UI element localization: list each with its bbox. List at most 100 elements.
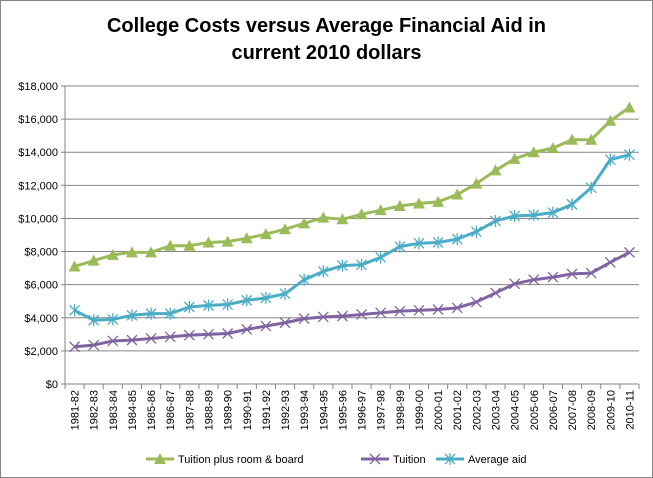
data-point [241, 294, 253, 307]
data-point [317, 211, 330, 223]
data-point [107, 335, 119, 347]
data-point [470, 296, 482, 308]
x-tick-label: 2001-02 [452, 390, 464, 430]
legend-item: Tuition [361, 453, 426, 466]
data-point [604, 153, 616, 166]
data-point [527, 146, 540, 158]
x-tick-label: 1988-89 [204, 390, 216, 430]
x-tick-label: 2008-09 [586, 390, 598, 430]
x-tick-label: 2003-04 [491, 390, 503, 430]
data-point [88, 314, 100, 327]
data-point [375, 251, 387, 264]
chart-title: College Costs versus Average Financial A… [1, 13, 652, 67]
y-tick-label: $0 [46, 379, 58, 391]
data-point [164, 331, 176, 343]
series-tuition-plus-room-board [68, 101, 636, 272]
y-tick-label: $2,000 [24, 346, 58, 358]
data-point [393, 200, 406, 212]
data-point [336, 259, 348, 272]
y-tick-label: $4,000 [24, 313, 58, 325]
data-point [490, 287, 501, 299]
data-point [412, 197, 425, 209]
data-point [509, 209, 521, 222]
legend-label: Tuition plus room & board [178, 454, 304, 466]
x-tick-label: 2007-08 [567, 390, 579, 430]
data-point [528, 274, 540, 286]
x-tick-label: 2009-10 [605, 390, 617, 430]
data-point [222, 328, 234, 339]
data-point [317, 265, 329, 278]
data-point [432, 195, 445, 207]
data-point [623, 101, 636, 113]
y-tick-label: $16,000 [18, 114, 58, 126]
x-tick-label: 2002-03 [471, 390, 483, 430]
data-point [183, 329, 195, 341]
y-tick-label: $14,000 [18, 147, 58, 159]
data-point [546, 142, 559, 154]
data-point [375, 307, 387, 319]
data-point [125, 246, 138, 258]
data-point [490, 214, 501, 227]
series-average-aid [69, 148, 635, 327]
data-point [126, 334, 138, 346]
data-point [203, 328, 214, 340]
x-tick-label: 1989-90 [223, 390, 235, 430]
legend-item: Average aid [436, 453, 527, 466]
data-point [374, 204, 387, 216]
data-point [451, 233, 463, 246]
x-tick-label: 1996-97 [357, 390, 369, 430]
data-point [164, 307, 176, 320]
x-tick-label: 1990-91 [242, 390, 254, 430]
legend-label: Average aid [468, 454, 527, 466]
x-tick-label: 1991-92 [261, 390, 273, 430]
series-line [74, 106, 631, 268]
x-tick-label: 1983-84 [108, 390, 120, 430]
x-tick-label: 1999-00 [414, 390, 426, 430]
data-point [279, 317, 291, 329]
x-tick-label: 1992-93 [280, 390, 292, 430]
chart-title-line-1: College Costs versus Average Financial A… [106, 15, 547, 37]
x-tick-label: 2005-06 [529, 390, 541, 430]
data-point [336, 213, 349, 225]
data-point [547, 206, 559, 219]
data-point [68, 260, 81, 272]
data-point [164, 239, 177, 251]
data-point [509, 278, 521, 290]
data-point [240, 232, 253, 244]
x-tick-label: 1985-86 [146, 390, 158, 430]
data-point [183, 239, 196, 251]
data-point [222, 298, 234, 311]
data-point [88, 339, 100, 351]
data-point [202, 236, 215, 248]
data-point [69, 304, 81, 317]
data-point [298, 217, 311, 229]
data-point [451, 188, 464, 200]
data-point [432, 304, 444, 315]
data-point [145, 333, 157, 344]
legend-marker [444, 453, 456, 465]
data-point [279, 223, 292, 235]
data-point [623, 246, 635, 258]
data-point [145, 246, 158, 258]
data-point [241, 323, 253, 335]
data-point [336, 310, 348, 322]
data-point [145, 307, 157, 320]
data-point [298, 313, 310, 325]
data-point [623, 148, 635, 161]
y-tick-label: $6,000 [24, 280, 58, 292]
x-tick-label: 1984-85 [127, 390, 139, 430]
x-tick-label: 2010-11 [624, 390, 636, 430]
data-point [470, 225, 482, 238]
data-point [394, 305, 406, 317]
data-point [106, 248, 119, 260]
x-tick-label: 2006-07 [548, 390, 560, 430]
data-point [547, 271, 559, 283]
legend-label: Tuition [393, 454, 426, 466]
data-point [355, 208, 368, 220]
data-point [470, 177, 483, 189]
x-tick-label: 1994-95 [318, 390, 330, 430]
data-point [260, 320, 272, 332]
data-point [356, 309, 368, 320]
x-tick-label: 1981-82 [70, 390, 82, 430]
